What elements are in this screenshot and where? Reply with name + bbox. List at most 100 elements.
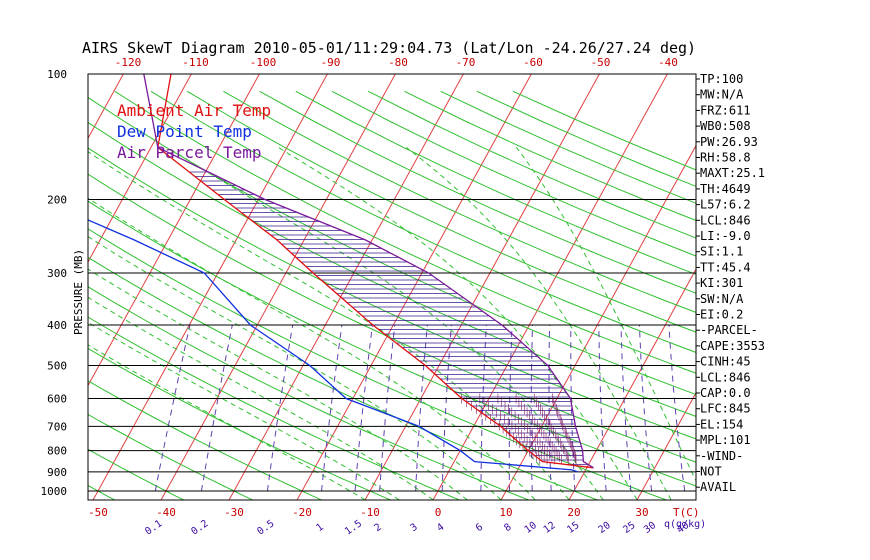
- isotherm-line: [841, 65, 870, 500]
- temp-tick-label: -30: [224, 506, 244, 519]
- pressure-tick-label: 700: [47, 420, 67, 433]
- temp-tick-label: -20: [292, 506, 312, 519]
- pressure-tick-label: 300: [47, 267, 67, 280]
- dry-adiabat-line: [88, 121, 696, 417]
- dry-adiabat-line: [88, 347, 391, 500]
- pressure-tick-label: 500: [47, 359, 67, 372]
- dry-adiabat-line: [88, 380, 322, 500]
- isotherm-line: [636, 391, 696, 500]
- mixing-ratio-tick-label: 0.1: [143, 518, 164, 537]
- legend-entry: Ambient Air Temp: [117, 101, 271, 120]
- index-label: -WIND-: [700, 449, 743, 463]
- isotherm-line: [88, 74, 124, 140]
- index-label: -PARCEL-: [700, 323, 758, 337]
- mixing-ratio-line: [379, 325, 396, 492]
- mixing-ratio-tick-label: 10: [523, 520, 539, 536]
- index-label: PW:26.93: [700, 135, 758, 149]
- mixing-ratio-line: [200, 325, 233, 492]
- series-line-air-parcel-temp: [143, 74, 594, 469]
- isotherm-line: [88, 74, 192, 263]
- moist-adiabat-line: [278, 146, 638, 500]
- dry-adiabat-line: [88, 484, 115, 500]
- dry-adiabat-line: [295, 90, 696, 275]
- dry-adiabat-line: [88, 256, 598, 500]
- index-label: LCL:846: [700, 213, 751, 227]
- dry-adiabat-line: [476, 90, 696, 187]
- dry-adiabat-line: [88, 96, 696, 396]
- pressure-tick-label: 1000: [41, 485, 68, 498]
- index-label: SI:1.1: [700, 245, 743, 259]
- dry-adiabat-line: [88, 316, 460, 500]
- pressure-tick-label: 600: [47, 392, 67, 405]
- top-temp-tick-label: -60: [523, 56, 543, 69]
- dry-adiabat-line: [440, 90, 696, 204]
- index-label: CINH:45: [700, 355, 751, 369]
- pressure-tick-label: 900: [47, 466, 67, 479]
- index-label: LFC:845: [700, 402, 751, 416]
- mixing-ratio-line: [598, 325, 607, 492]
- dry-adiabat-line: [223, 90, 696, 313]
- legend-entry: Dew Point Temp: [117, 122, 252, 141]
- mixing-ratio-tick-label: 0.2: [189, 518, 210, 537]
- dry-adiabat-line: [331, 90, 696, 257]
- top-temp-tick-label: -100: [250, 56, 277, 69]
- dry-adiabat-line: [186, 90, 696, 333]
- mixing-ratio-tick-label: 1.5: [343, 518, 364, 537]
- pressure-tick-label: 800: [47, 445, 67, 458]
- mixing-ratio-tick-label: 20: [597, 520, 613, 536]
- index-label: TH:4649: [700, 182, 751, 196]
- plot-frame: [87, 73, 697, 501]
- temp-tick-label: -50: [88, 506, 108, 519]
- index-label: TT:45.4: [700, 260, 751, 274]
- dry-adiabat-line: [150, 90, 696, 353]
- top-temp-tick-label: -70: [456, 56, 476, 69]
- mixing-ratio-tick-label: 2: [373, 522, 384, 534]
- temp-tick-label: 20: [567, 506, 580, 519]
- top-temp-tick-label: -80: [388, 56, 408, 69]
- moist-adiabat-line: [405, 147, 672, 500]
- dry-adiabat-line: [88, 147, 696, 440]
- dry-adiabat-line: [88, 448, 184, 500]
- index-label: TP:100: [700, 72, 743, 86]
- dry-adiabat-line: [88, 286, 529, 500]
- mixing-ratio-line: [668, 325, 686, 492]
- mixing-ratio-line: [548, 325, 552, 492]
- index-label: SW:N/A: [700, 292, 744, 306]
- mixing-ratio-tick-label: 30: [642, 520, 658, 536]
- mixing-ratio-tick-label: 1: [314, 522, 325, 534]
- mixing-ratio-tick-label: 4: [435, 522, 446, 534]
- isotherm-line: [773, 65, 870, 500]
- index-label: CAP:0.0: [700, 386, 751, 400]
- mixing-ratio-tick-label: 3: [409, 522, 420, 534]
- series-group: [88, 74, 594, 473]
- series-line-ambient-air-temp: [157, 74, 594, 469]
- index-label: LCL:846: [700, 370, 751, 384]
- index-label: MW:N/A: [700, 88, 744, 102]
- temp-tick-label: 0: [435, 506, 442, 519]
- index-label: CAPE:3553: [700, 339, 765, 353]
- mixing-ratio-tick-label: 6: [474, 522, 485, 534]
- index-label: NOT: [700, 465, 722, 479]
- dry-adiabat-line: [259, 90, 696, 294]
- mixing-ratio-line: [620, 325, 632, 492]
- legend: Ambient Air Temp Dew Point Temp Air Parcel…: [117, 101, 271, 162]
- isotherm-line: [432, 74, 668, 500]
- dry-adiabat-line: [114, 90, 696, 374]
- mixing-ratio-tick-label: 0.5: [255, 518, 276, 537]
- moist-adiabat-line: [167, 146, 604, 500]
- index-label: EL:154: [700, 417, 743, 431]
- mixing-ratio-tick-label: 15: [565, 520, 581, 536]
- index-label: AVAIL: [700, 480, 736, 494]
- top-temp-tick-label: -50: [591, 56, 611, 69]
- top-temp-tick-label: -120: [115, 56, 142, 69]
- isotherm-line: [0, 65, 60, 500]
- index-label: MPL:101: [700, 433, 751, 447]
- x-axis-label: T(C): [673, 506, 700, 519]
- index-label: LI:-9.0: [700, 229, 751, 243]
- y-axis-label: PRESSURE (MB): [72, 249, 85, 335]
- isotherm-line: [296, 74, 532, 500]
- temp-tick-label: 30: [635, 506, 648, 519]
- isotherm-line: [88, 74, 260, 387]
- pressure-tick-label: 200: [47, 194, 67, 207]
